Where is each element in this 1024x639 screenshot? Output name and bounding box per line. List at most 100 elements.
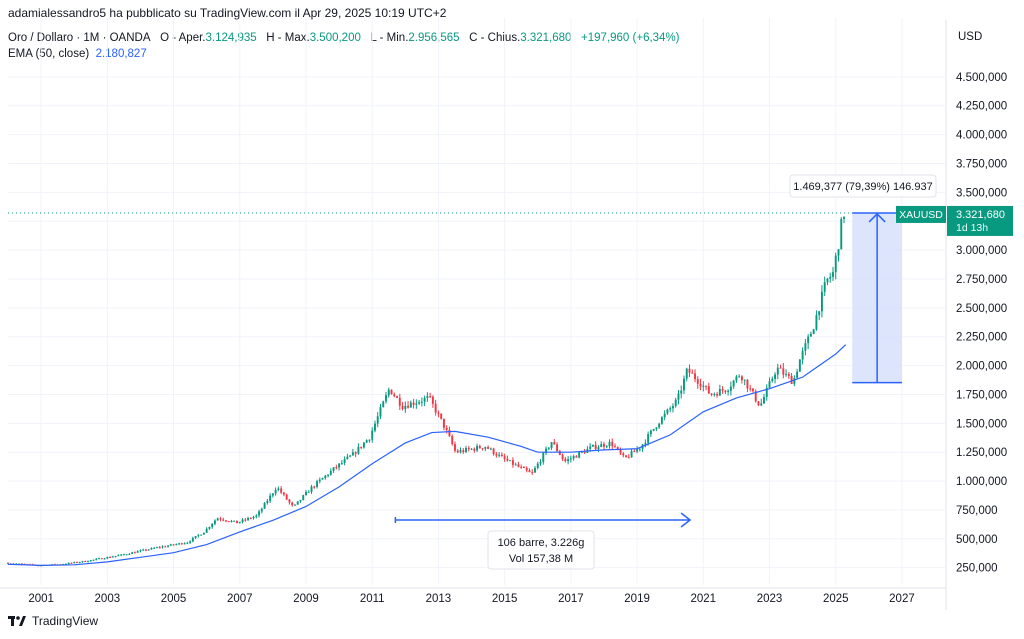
candle-body — [691, 372, 694, 374]
candle-body — [260, 508, 263, 512]
candle-body — [426, 396, 429, 399]
candle-body — [307, 491, 310, 493]
candle-body — [158, 547, 161, 549]
x-tick-label: 2023 — [757, 593, 783, 605]
candle-body — [536, 463, 539, 468]
candle-body — [167, 545, 169, 547]
candle-body — [412, 402, 415, 405]
candle-body — [329, 470, 332, 475]
candle-body — [271, 493, 274, 496]
candle-body — [263, 502, 266, 509]
candle-body — [545, 448, 547, 453]
x-tick-label: 2013 — [426, 593, 452, 605]
candle-body — [735, 376, 738, 381]
symbol-tag[interactable] — [896, 205, 946, 223]
candle-body — [211, 523, 214, 528]
candle-body — [470, 448, 473, 450]
low-value: 2.956,565 — [408, 32, 460, 44]
candle-body — [481, 448, 484, 450]
candle-body — [368, 439, 371, 441]
candle-body — [779, 367, 782, 369]
candle-body — [465, 447, 467, 452]
candle-body — [823, 282, 826, 292]
candle-body — [688, 368, 691, 373]
candle-body — [820, 291, 823, 312]
candle-body — [539, 462, 542, 464]
candle-body — [713, 394, 716, 396]
currency-label[interactable]: USD — [958, 31, 983, 43]
open-label: O - Aper. — [160, 32, 206, 44]
last-price-tag[interactable] — [947, 205, 1013, 236]
candle-body — [351, 452, 354, 456]
candle-body — [238, 521, 241, 524]
candle-body — [611, 441, 614, 447]
candle-body — [625, 455, 628, 458]
candle-body — [178, 543, 181, 545]
candle-body — [379, 407, 382, 417]
candle-body — [266, 501, 269, 503]
candle-body — [172, 544, 175, 546]
x-tick-label: 2025 — [823, 593, 849, 605]
x-tick-label: 2015 — [492, 593, 518, 605]
candle-body — [812, 329, 815, 335]
candle-body — [332, 467, 335, 471]
ema-line[interactable] — [7, 344, 847, 566]
candle-body — [150, 547, 153, 550]
candle-body — [694, 373, 696, 380]
candle-body — [84, 561, 87, 563]
candle-body — [222, 519, 225, 521]
candle-body — [398, 397, 401, 406]
candle-body — [288, 499, 291, 503]
candle-body — [699, 383, 702, 387]
candle-body — [663, 413, 666, 418]
candle-body — [437, 412, 440, 414]
date-range-label-box — [487, 530, 595, 570]
y-tick-label: 500,000 — [956, 534, 998, 546]
chart-legend: Oro / Dollaro · 1M · OANDA O - Aper.3.12… — [8, 30, 680, 62]
candle-body — [542, 452, 545, 463]
brand-name: TradingView — [32, 614, 99, 628]
candle-body — [608, 441, 611, 447]
candle-body — [373, 423, 376, 431]
candle-body — [338, 463, 341, 468]
ema-row[interactable]: EMA (50, close) 2.180,827 — [8, 46, 680, 62]
y-tick-label: 750,000 — [956, 505, 998, 517]
candle-body — [757, 401, 760, 406]
candle-body — [144, 549, 147, 551]
candle-body — [98, 558, 101, 560]
candle-body — [594, 444, 597, 449]
candle-body — [244, 519, 247, 521]
candle-body — [522, 467, 525, 469]
candle-body — [431, 396, 434, 404]
candle-body — [484, 447, 487, 449]
candle-body — [528, 470, 531, 473]
x-tick-label: 2001 — [28, 593, 54, 605]
candle-body — [189, 541, 192, 543]
candle-body — [807, 336, 810, 344]
x-tick-label: 2017 — [558, 593, 584, 605]
candle-body — [834, 255, 837, 273]
candle-body — [498, 454, 501, 456]
date-range-volume-text: Vol 157,38 M — [509, 553, 573, 565]
y-tick-label: 2.750,000 — [956, 274, 1007, 286]
candle-body — [677, 393, 680, 400]
candle-body — [156, 547, 158, 549]
candle-body — [205, 528, 208, 533]
y-tick-label: 250,000 — [956, 563, 998, 575]
candle-body — [357, 446, 360, 454]
candle-body — [258, 511, 261, 516]
symbol-label[interactable]: Oro / Dollaro · 1M · OANDA — [8, 32, 151, 44]
candle-body — [241, 519, 244, 522]
candle-body — [7, 563, 9, 565]
candle-body — [225, 520, 227, 522]
candle-body — [531, 472, 534, 474]
candle-body — [589, 446, 592, 449]
candle-body — [393, 394, 396, 397]
candle-body — [95, 558, 98, 560]
candle-body — [208, 527, 211, 529]
candle-body — [420, 401, 423, 403]
candle-body — [252, 516, 255, 519]
candle-body — [614, 446, 616, 448]
candle-body — [219, 518, 222, 520]
